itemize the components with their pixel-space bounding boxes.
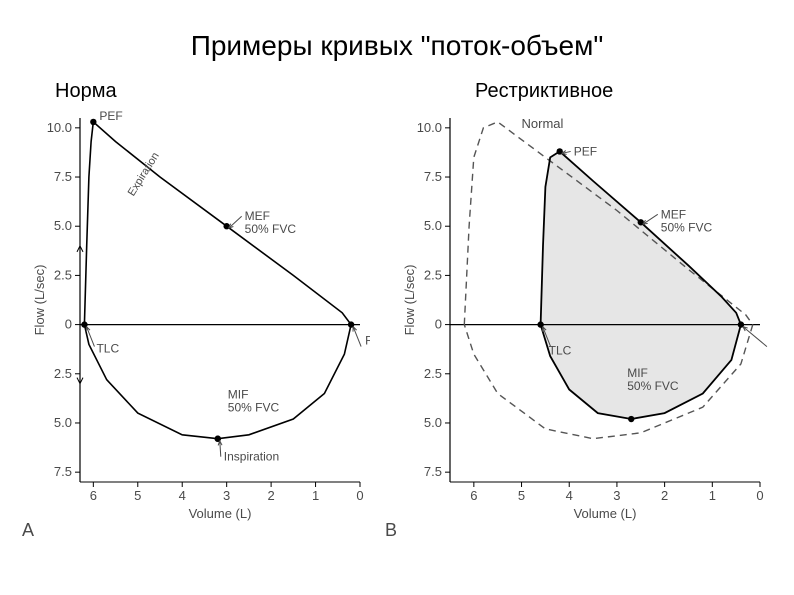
svg-text:2.5: 2.5 <box>424 366 442 381</box>
svg-text:7.5: 7.5 <box>424 169 442 184</box>
svg-text:0: 0 <box>435 317 442 332</box>
svg-text:TLC: TLC <box>549 344 572 358</box>
svg-text:0: 0 <box>756 488 763 503</box>
page-title: Примеры кривых "поток-объем" <box>0 30 794 62</box>
svg-text:4: 4 <box>566 488 573 503</box>
svg-text:5: 5 <box>134 488 141 503</box>
svg-text:50% FVC: 50% FVC <box>661 220 713 234</box>
svg-text:50% FVC: 50% FVC <box>228 401 280 415</box>
svg-text:2: 2 <box>267 488 274 503</box>
svg-text:Inspiration: Inspiration <box>224 450 279 464</box>
svg-text:MIF: MIF <box>627 366 648 380</box>
svg-text:3: 3 <box>613 488 620 503</box>
svg-text:0: 0 <box>356 488 363 503</box>
svg-text:2.5: 2.5 <box>54 267 72 282</box>
svg-text:Volume (L): Volume (L) <box>189 506 252 521</box>
svg-text:10.0: 10.0 <box>417 120 442 135</box>
svg-text:5.0: 5.0 <box>424 415 442 430</box>
svg-text:MEF: MEF <box>245 209 270 223</box>
svg-text:6: 6 <box>90 488 97 503</box>
svg-text:3: 3 <box>223 488 230 503</box>
svg-text:Flow (L/sec): Flow (L/sec) <box>402 265 417 336</box>
svg-text:2: 2 <box>661 488 668 503</box>
svg-text:2.5: 2.5 <box>54 366 72 381</box>
svg-text:1: 1 <box>709 488 716 503</box>
svg-text:5.0: 5.0 <box>54 415 72 430</box>
svg-text:MEF: MEF <box>661 207 686 221</box>
svg-text:PEF: PEF <box>99 110 122 123</box>
svg-text:10.0: 10.0 <box>47 120 72 135</box>
svg-text:5: 5 <box>518 488 525 503</box>
panel-label: B <box>385 520 397 541</box>
svg-text:TLC: TLC <box>96 342 119 356</box>
subtitle-restrictive: Рестриктивное <box>475 80 613 103</box>
chart-a: 6 5 4 3 2 1 0 Volume (L) 0 2.5 5.0 7.5 10.0 2.5 5.0 7.5… <box>30 110 370 530</box>
svg-text:2.5: 2.5 <box>424 267 442 282</box>
svg-text:50% FVC: 50% FVC <box>245 222 297 236</box>
svg-text:7.5: 7.5 <box>424 464 442 479</box>
svg-text:PEF: PEF <box>574 144 597 158</box>
svg-text:MIF: MIF <box>228 388 249 402</box>
svg-text:6: 6 <box>470 488 477 503</box>
svg-text:Normal: Normal <box>522 116 564 131</box>
svg-text:5.0: 5.0 <box>424 218 442 233</box>
panel-label: A <box>22 520 34 541</box>
svg-text:7.5: 7.5 <box>54 464 72 479</box>
svg-text:7.5: 7.5 <box>54 169 72 184</box>
svg-text:4: 4 <box>179 488 186 503</box>
svg-text:50% FVC: 50% FVC <box>627 379 679 393</box>
subtitle-normal: Норма <box>55 80 117 103</box>
svg-text:RV: RV <box>365 334 370 348</box>
chart-b: 6 5 4 3 2 1 0 Volume (L) 0 2.5 5.0 7.5 10.0 2.5 5.0 7.5… <box>400 110 770 530</box>
svg-text:5.0: 5.0 <box>54 218 72 233</box>
svg-text:0: 0 <box>65 317 72 332</box>
svg-text:Flow (L/sec): Flow (L/sec) <box>32 265 47 336</box>
svg-text:Volume (L): Volume (L) <box>574 506 637 521</box>
svg-text:1: 1 <box>312 488 319 503</box>
